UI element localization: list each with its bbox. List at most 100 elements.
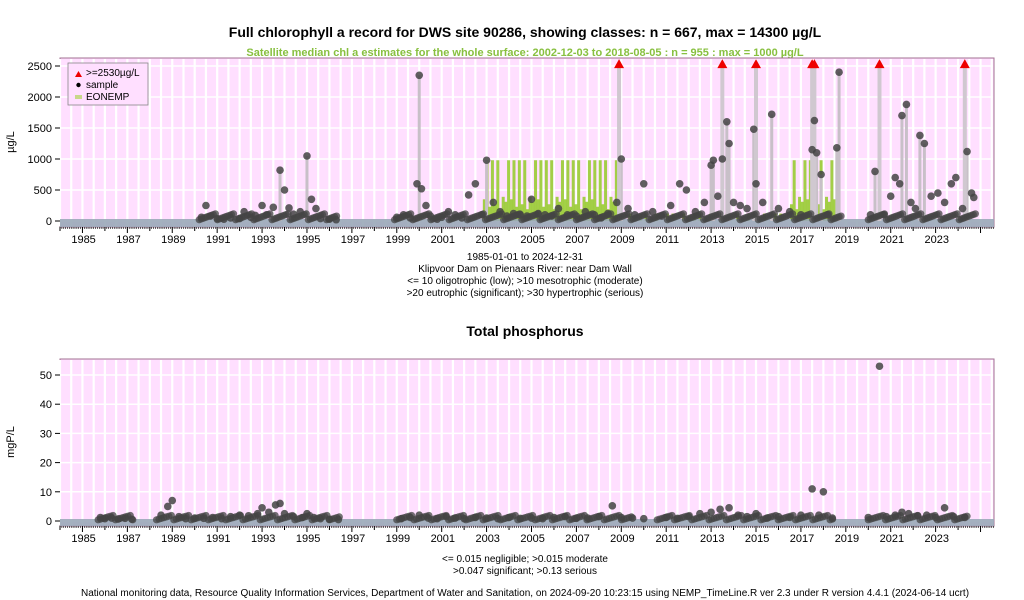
x-tick-label: 2007: [565, 234, 589, 246]
data-point: [628, 514, 637, 522]
satellite-bar: [577, 160, 581, 221]
satellite-bar: [488, 206, 492, 221]
data-point: [541, 211, 549, 219]
data-point: [285, 204, 293, 212]
satellite-bar: [609, 196, 613, 221]
data-point: [482, 156, 491, 165]
data-point: [718, 155, 727, 163]
data-point: [785, 513, 794, 522]
caption-line-2: Klipvoor Dam on Pienaars River: near Dam…: [418, 264, 632, 275]
data-point: [895, 180, 904, 188]
data-point: [812, 149, 821, 157]
data-point: [643, 210, 651, 218]
x-tick-label: 2015: [745, 234, 769, 246]
satellite-bar: [507, 160, 511, 221]
data-point: [835, 68, 843, 76]
data-point: [253, 509, 262, 518]
data-point: [911, 204, 920, 213]
satellite-bar: [598, 160, 602, 221]
data-point: [828, 514, 837, 522]
y-tick-label: 1000: [28, 154, 52, 166]
data-point: [743, 204, 751, 213]
satellite-bar: [806, 199, 810, 221]
data-point: [422, 201, 430, 210]
data-point: [509, 209, 518, 218]
data-point: [572, 212, 581, 220]
chart-title: Full chlorophyll a record for DWS site 9…: [229, 24, 822, 40]
data-point: [217, 514, 226, 523]
data-point: [624, 204, 632, 213]
satellite-bar: [501, 196, 505, 221]
x-tick-label: 2013: [700, 234, 724, 246]
x-tick-label: 1999: [386, 234, 410, 246]
data-point: [949, 512, 958, 521]
data-point: [902, 100, 911, 109]
x-tick-label: 1989: [161, 533, 185, 545]
data-point: [426, 212, 435, 220]
data-point: [202, 201, 210, 210]
alert-triangle: [751, 59, 762, 69]
data-point: [810, 116, 819, 125]
y-tick-label: 2500: [28, 61, 52, 73]
data-point: [175, 512, 183, 521]
data-point: [289, 210, 298, 218]
data-point: [953, 210, 961, 218]
data-point: [197, 213, 206, 222]
data-point: [935, 210, 943, 218]
data-point: [220, 215, 228, 223]
sample-points: [195, 68, 979, 224]
x-tick-label: 2021: [880, 234, 904, 246]
x-tick-label: 2019: [835, 234, 859, 246]
y-axis: 0 10 20 30 40 50: [40, 370, 60, 528]
data-point: [114, 515, 123, 523]
data-point: [312, 204, 320, 213]
data-point: [163, 502, 172, 511]
x-tick-label: 1985: [71, 533, 95, 545]
legend-entry-eonemp: EONEMP: [86, 92, 130, 103]
data-point: [613, 198, 621, 207]
data-point: [774, 512, 783, 521]
y-tick-label: 40: [40, 399, 52, 411]
data-point: [648, 207, 657, 216]
y-tick-label: 30: [40, 428, 52, 440]
data-point: [332, 215, 340, 224]
x-tick-label: 2015: [745, 533, 769, 545]
satellite-bar: [544, 160, 548, 221]
x-tick-label: 1987: [116, 533, 140, 545]
data-point: [595, 512, 603, 521]
x-tick-label: 2003: [475, 533, 499, 545]
data-point: [597, 214, 605, 222]
data-point: [952, 173, 960, 182]
x-tick-label: 2005: [520, 234, 544, 246]
x-tick-label: 2023: [925, 234, 949, 246]
data-point: [969, 193, 978, 202]
satellite-bar: [803, 160, 807, 221]
data-point: [157, 511, 165, 519]
data-point: [904, 509, 913, 518]
data-point: [581, 207, 590, 216]
x-tick-label: 2005: [520, 533, 544, 545]
x-tick-label: 1989: [161, 234, 185, 246]
data-point: [880, 211, 888, 219]
data-point: [415, 511, 424, 519]
x-tick-label: 1993: [251, 533, 275, 545]
data-point: [226, 214, 235, 222]
data-point: [899, 210, 907, 218]
data-point: [235, 214, 244, 223]
data-point: [458, 214, 466, 222]
x-tick-label: 2011: [655, 234, 679, 246]
data-point: [121, 514, 129, 523]
data-point: [309, 513, 318, 522]
data-point: [208, 513, 217, 522]
data-point: [213, 214, 221, 223]
data-point: [307, 195, 316, 204]
y-tick-label: 10: [40, 487, 52, 499]
data-point: [716, 210, 724, 218]
x-tick-label: 1999: [386, 533, 410, 545]
chart-title: Total phosphorus: [466, 323, 583, 339]
data-point: [206, 212, 215, 220]
satellite-bar: [833, 199, 837, 221]
data-point: [770, 210, 779, 218]
y-tick-label: 2000: [28, 92, 52, 104]
